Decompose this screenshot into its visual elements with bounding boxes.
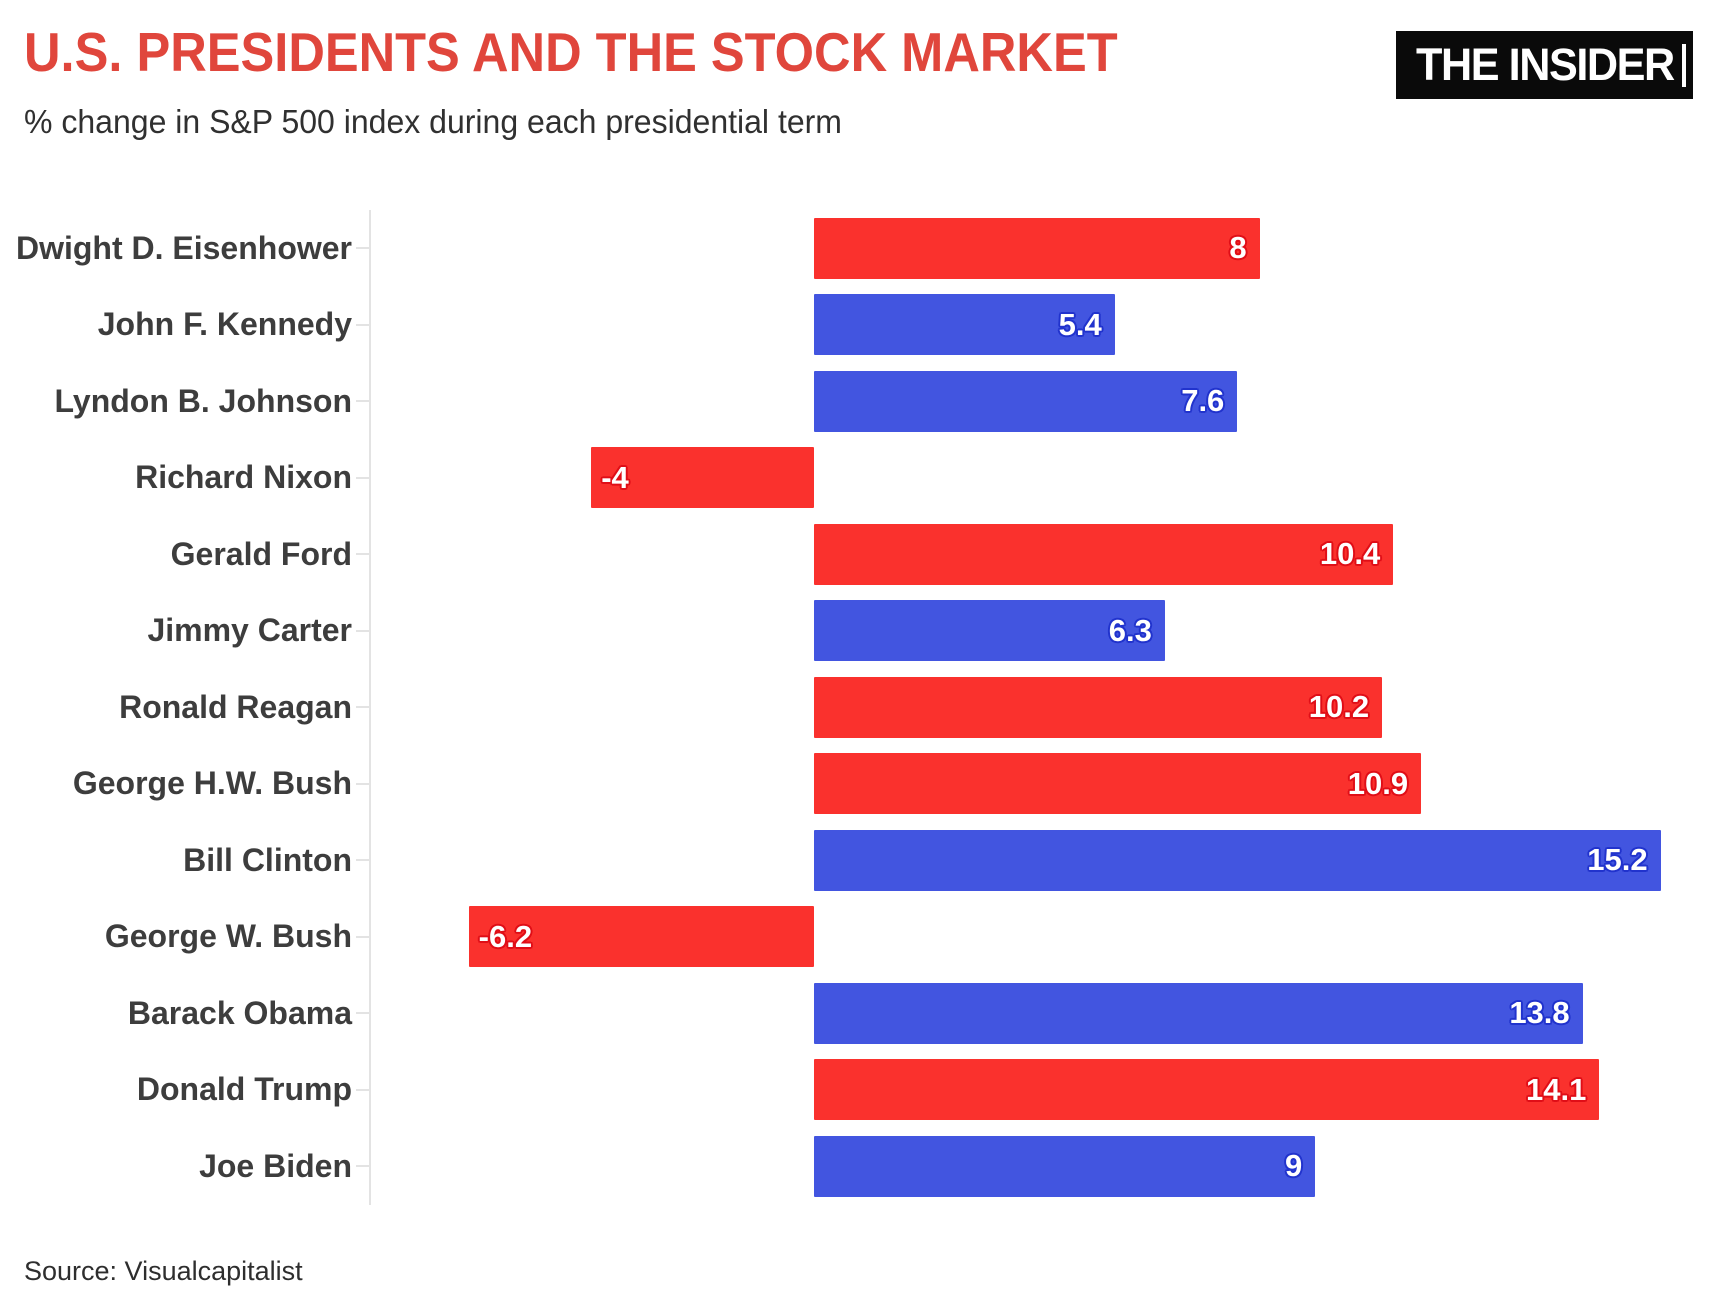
president-name-label: Bill Clinton [183,841,352,878]
chart-row: Richard Nixon -4 [0,440,1732,517]
chart-row: Bill Clinton 15.2 [0,822,1732,899]
bar-value-label: 14.1 [1526,1071,1587,1107]
value-bar: 6.3 [814,600,1165,661]
bar-value-label: 6.3 [1108,612,1152,648]
president-name-label: Jimmy Carter [147,612,352,649]
the-insider-logo: THE INSIDER [1396,31,1693,99]
bar-value-label: 13.8 [1509,995,1570,1030]
chart-title: U.S. PRESIDENTS AND THE STOCK MARKET [24,21,1118,83]
chart-row: Lyndon B. Johnson 7.6 [0,363,1732,440]
axis-tick [356,1088,369,1091]
value-bar: -4 [591,447,814,508]
axis-tick [356,1012,369,1015]
bar-value-label: 10.2 [1308,689,1370,724]
chart-subtitle: % change in S&P 500 index during each pr… [24,103,842,140]
bar-value-label: 10.9 [1347,765,1409,801]
president-name-label: Lyndon B. Johnson [54,382,352,419]
value-bar: 13.8 [814,982,1583,1044]
bar-value-label: 7.6 [1181,383,1225,418]
value-bar: 9 [814,1135,1316,1197]
y-axis-line [369,210,371,1205]
president-name-label: Donald Trump [136,1071,352,1108]
president-name-label: John F. Kennedy [97,306,352,343]
logo-cursor-bar [1682,44,1686,87]
axis-tick [356,629,369,632]
president-name-label: Richard Nixon [135,459,352,496]
axis-tick [356,935,369,938]
axis-tick [356,323,369,326]
bar-value-label: 8 [1229,230,1247,265]
axis-tick [356,400,369,403]
chart-row: Gerald Ford 10.4 [0,516,1732,593]
value-bar: -6.2 [468,906,814,967]
axis-tick [356,553,369,556]
axis-tick [356,247,369,250]
value-bar: 7.6 [814,370,1238,432]
value-bar: 8 [814,217,1260,279]
bar-value-label: 5.4 [1058,306,1102,342]
chart-row: George H.W. Bush 10.9 [0,746,1732,823]
axis-tick [356,782,369,785]
bar-chart: Dwight D. Eisenhower 8 John F. Kennedy 5.4 L… [0,210,1732,1205]
value-bar: 15.2 [814,829,1661,891]
bar-value-label: -4 [601,459,629,495]
bar-value-label: 10.4 [1319,536,1381,571]
chart-row: Donald Trump 14.1 [0,1052,1732,1129]
chart-row: John F. Kennedy 5.4 [0,287,1732,364]
value-bar: 14.1 [814,1059,1600,1120]
chart-row: Barack Obama 13.8 [0,975,1732,1052]
chart-row: Dwight D. Eisenhower 8 [0,210,1732,287]
axis-tick [356,476,369,479]
chart-row: George W. Bush -6.2 [0,899,1732,976]
logo-text: THE INSIDER [1416,39,1675,90]
chart-row: Joe Biden 9 [0,1128,1732,1205]
president-name-label: George H.W. Bush [72,765,352,802]
axis-tick [356,1165,369,1168]
value-bar: 10.2 [814,676,1383,738]
bar-value-label: -6.2 [478,918,533,954]
bar-value-label: 9 [1285,1148,1303,1183]
chart-row: Jimmy Carter 6.3 [0,593,1732,670]
bar-value-label: 15.2 [1587,842,1648,877]
president-name-label: Joe Biden [199,1147,352,1184]
axis-tick [356,859,369,862]
president-name-label: Barack Obama [127,994,352,1031]
president-name-label: Ronald Reagan [119,688,352,725]
source-credit: Source: Visualcapitalist [24,1256,303,1286]
axis-tick [356,706,369,709]
president-name-label: Gerald Ford [170,535,352,572]
value-bar: 10.9 [814,753,1422,814]
president-name-label: Dwight D. Eisenhower [15,229,352,266]
chart-row: Ronald Reagan 10.2 [0,669,1732,746]
value-bar: 5.4 [814,294,1115,355]
president-name-label: George W. Bush [104,918,352,955]
value-bar: 10.4 [814,523,1394,585]
